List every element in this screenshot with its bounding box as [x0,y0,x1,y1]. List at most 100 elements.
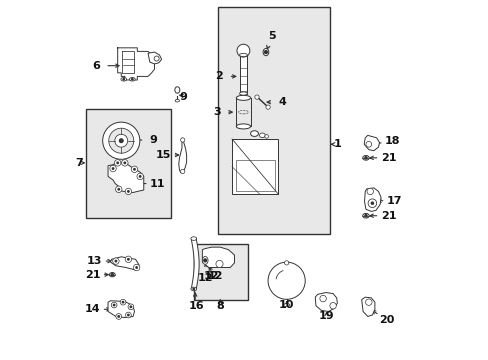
Circle shape [370,202,373,205]
Bar [235,160,274,191]
Text: 1: 1 [333,139,341,149]
Polygon shape [191,239,199,289]
Ellipse shape [175,99,179,102]
Polygon shape [361,297,374,316]
Text: 2: 2 [215,71,223,81]
Circle shape [129,305,132,308]
Circle shape [131,78,134,81]
Circle shape [263,50,267,54]
Polygon shape [364,188,380,211]
Ellipse shape [129,77,135,81]
Ellipse shape [283,303,289,306]
Text: 17: 17 [386,196,402,206]
Text: 20: 20 [379,315,394,325]
Text: 12: 12 [203,271,219,281]
Ellipse shape [190,237,196,240]
Circle shape [111,167,114,170]
Text: 21: 21 [85,270,100,280]
Polygon shape [148,52,162,64]
Text: 11: 11 [150,179,165,189]
Polygon shape [179,138,186,173]
Text: 21: 21 [380,211,395,221]
Circle shape [122,78,125,81]
Circle shape [123,161,126,164]
Text: 10: 10 [278,300,294,310]
Circle shape [108,128,134,153]
Ellipse shape [259,133,264,138]
Ellipse shape [190,287,196,291]
Ellipse shape [239,92,247,95]
Circle shape [365,141,371,147]
Polygon shape [364,135,379,151]
Circle shape [180,138,184,142]
Circle shape [102,122,140,159]
Circle shape [365,299,371,305]
Ellipse shape [250,131,258,136]
Circle shape [284,261,288,265]
Circle shape [329,302,336,309]
Text: 8: 8 [216,301,224,311]
Polygon shape [110,257,139,270]
Text: 5: 5 [267,31,275,41]
Polygon shape [108,163,143,193]
Circle shape [154,56,159,61]
Circle shape [133,264,140,271]
Bar [85,109,171,217]
Text: 19: 19 [318,311,334,321]
Circle shape [119,138,123,143]
Circle shape [366,188,373,195]
Circle shape [319,296,325,302]
Bar [231,139,278,194]
Text: 3: 3 [213,107,221,117]
Circle shape [125,312,131,318]
Ellipse shape [263,49,268,56]
Circle shape [115,134,127,147]
Polygon shape [202,247,234,267]
Bar [217,7,329,234]
Ellipse shape [362,156,368,160]
Text: 7: 7 [76,158,83,168]
Text: 14: 14 [85,304,101,314]
Circle shape [117,315,120,318]
Text: 9: 9 [180,92,187,102]
Circle shape [115,186,122,193]
Circle shape [267,262,305,299]
Circle shape [120,299,125,305]
Text: 13: 13 [86,256,102,266]
Circle shape [111,302,117,308]
Ellipse shape [362,213,368,218]
Text: 9: 9 [149,135,157,145]
Circle shape [117,188,120,191]
Text: 12: 12 [208,271,223,281]
Circle shape [254,95,259,99]
Circle shape [116,161,119,164]
Circle shape [127,258,130,261]
Ellipse shape [202,256,207,264]
Circle shape [110,273,114,276]
Circle shape [110,165,116,172]
Ellipse shape [109,273,115,277]
Circle shape [180,169,184,174]
Text: 12: 12 [197,273,212,283]
Circle shape [114,159,121,166]
Bar [240,55,246,94]
Ellipse shape [175,87,180,93]
Ellipse shape [236,124,250,129]
Circle shape [135,266,138,269]
Circle shape [127,190,130,193]
Circle shape [192,288,195,291]
Text: 6: 6 [92,61,100,71]
Text: 16: 16 [188,301,203,311]
Circle shape [133,168,136,171]
Circle shape [114,260,117,262]
Circle shape [128,304,134,310]
Circle shape [364,214,367,217]
Polygon shape [315,293,337,311]
Circle shape [203,258,207,262]
Circle shape [112,258,119,264]
Circle shape [127,314,130,316]
Circle shape [125,256,131,262]
Circle shape [367,199,376,207]
Text: 21: 21 [380,153,395,163]
Bar [193,244,247,300]
